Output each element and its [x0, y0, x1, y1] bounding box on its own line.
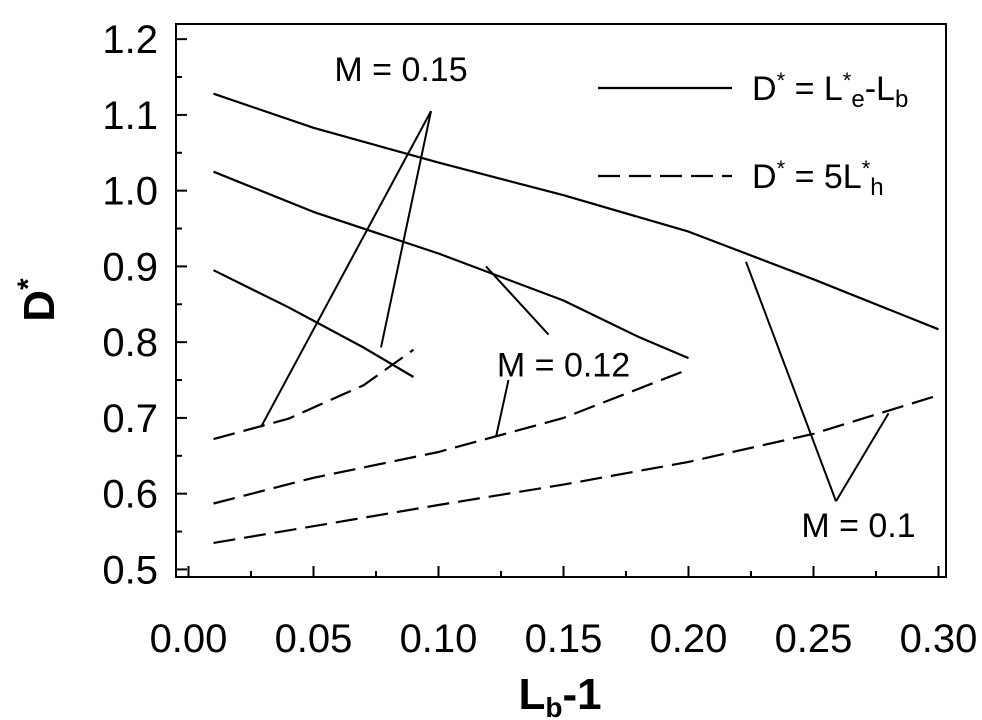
x-axis-title: Lb-1	[518, 670, 601, 720]
y-tick-label: 0.5	[102, 548, 158, 592]
annotation-pointer	[485, 265, 550, 336]
y-tick-label: 0.9	[102, 245, 158, 289]
annotation-m-0-15: M = 0.15	[334, 51, 467, 89]
legend: D* = L*e-Lb D* = 5L*h	[598, 68, 908, 201]
y-tick-label: 0.6	[102, 473, 158, 517]
y-tick-label: 0.7	[102, 397, 158, 441]
legend-label-solid: D* = L*e-Lb	[752, 68, 908, 113]
annotations: M = 0.15 M = 0.12 M = 0.1	[334, 51, 915, 545]
series-dashed-m-0-12	[213, 368, 689, 505]
x-tick-label: 0.30	[900, 617, 978, 661]
plot-frame	[175, 23, 947, 578]
y-tick-label: 1.2	[102, 18, 158, 62]
y-axis-title-sup: *	[12, 278, 45, 290]
series-dashed-m-0-15	[213, 348, 415, 441]
y-tick-label: 1.1	[102, 94, 158, 138]
x-axis-title-rest: -1	[562, 670, 601, 719]
series-solid-m-0-12	[213, 170, 689, 360]
x-tick-label: 0.05	[275, 617, 353, 661]
axis-ticks	[176, 38, 940, 577]
series-solid-m-0-15	[213, 269, 415, 378]
annotation-m-0-12: M = 0.12	[497, 346, 630, 384]
series-dashed-m-0-1	[213, 394, 939, 544]
annotation-pointer	[380, 110, 432, 348]
tick-labels: 0.00 0.05 0.10 0.15 0.20 0.25 0.30 0.5 0.6 0.7 0.8…	[102, 18, 977, 661]
y-tick-label: 1.0	[102, 170, 158, 214]
x-tick-label: 0.20	[650, 617, 728, 661]
annotation-pointer	[745, 261, 837, 502]
legend-label-dashed: D* = 5L*h	[752, 156, 884, 201]
y-axis-title: D*	[12, 278, 64, 322]
annotation-pointer	[260, 110, 432, 428]
data-series	[213, 92, 939, 544]
annotation-m-0-1: M = 0.1	[801, 507, 915, 545]
x-tick-label: 0.25	[775, 617, 853, 661]
series-solid-m-0-1	[213, 92, 939, 331]
x-tick-label: 0.10	[400, 617, 478, 661]
annotation-pointers	[260, 110, 890, 502]
annotation-pointer	[835, 412, 890, 502]
x-axis-title-main: L	[518, 670, 545, 719]
annotation-pointer	[495, 379, 510, 438]
x-axis-title-sub: b	[545, 692, 562, 720]
y-axis-title-main: D	[15, 290, 64, 322]
y-tick-label: 0.8	[102, 321, 158, 365]
x-tick-label: 0.15	[525, 617, 603, 661]
x-tick-label: 0.00	[150, 617, 228, 661]
